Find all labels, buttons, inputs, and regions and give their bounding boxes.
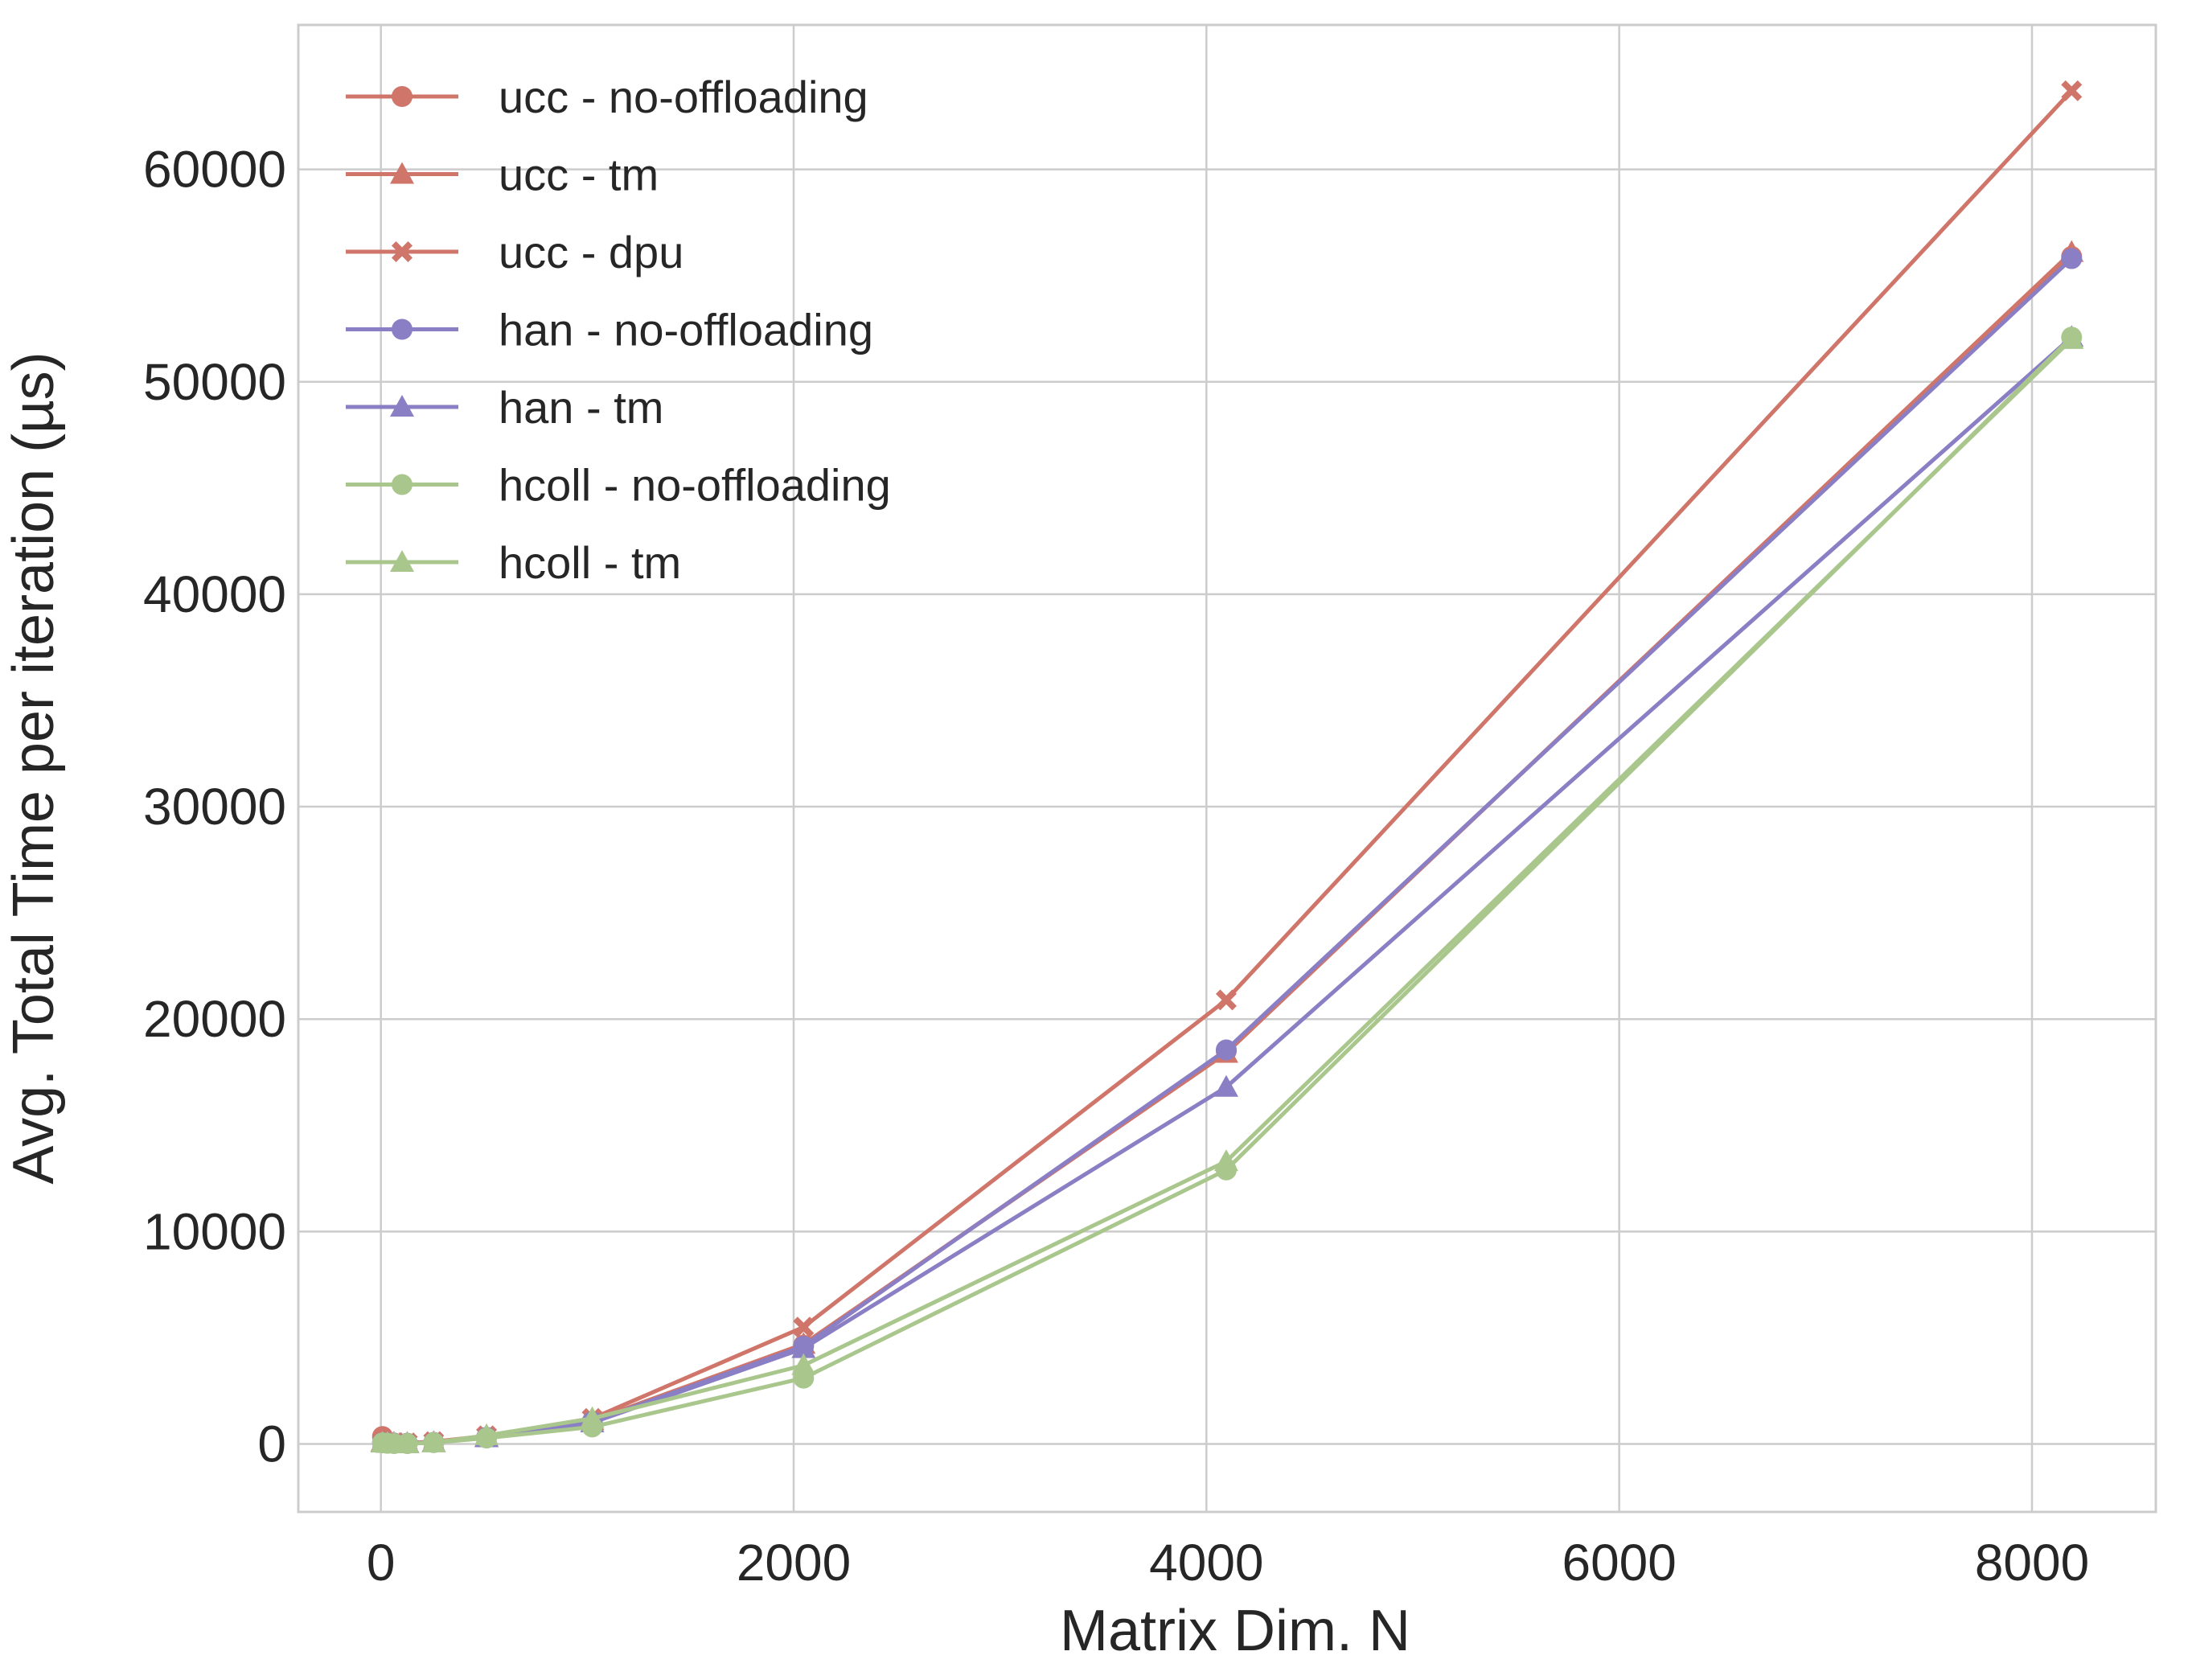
data-point <box>793 1316 815 1338</box>
series-layer <box>370 80 2084 1454</box>
legend-item: hcoll - tm <box>346 537 681 588</box>
y-tick-label: 30000 <box>143 778 286 836</box>
x-tick-label: 0 <box>367 1534 396 1592</box>
data-point <box>2059 327 2084 349</box>
legend-item: han - no-offloading <box>346 305 873 355</box>
y-tick-label: 60000 <box>143 141 286 199</box>
data-point <box>1213 1074 1238 1097</box>
legend-marker <box>392 86 413 107</box>
legend-item: ucc - no-offloading <box>346 72 868 122</box>
y-tick-label: 50000 <box>143 353 286 411</box>
plot-frame <box>297 23 2157 1514</box>
legend: ucc - no-offloading ucc - tm ucc - dpu han … <box>346 72 891 588</box>
data-point <box>395 1431 420 1453</box>
legend-label: hcoll - no-offloading <box>499 460 891 511</box>
legend-marker <box>392 318 413 340</box>
y-tick-label: 10000 <box>143 1202 286 1260</box>
x-tick-label: 8000 <box>1975 1534 2089 1592</box>
legend-item: han - tm <box>346 382 663 433</box>
x-tick-label: 6000 <box>1562 1534 1676 1592</box>
legend-label: ucc - dpu <box>499 227 683 277</box>
x-axis-title: Matrix Dim. N <box>1060 1599 1410 1663</box>
legend-marker <box>392 241 413 262</box>
data-point <box>791 1336 816 1358</box>
legend-marker <box>390 550 414 572</box>
y-tick-label: 40000 <box>143 565 286 623</box>
legend-marker <box>390 162 414 184</box>
legend-label: hcoll - tm <box>499 537 681 588</box>
legend-item: ucc - tm <box>346 150 659 200</box>
x-tick-labels: 0 2000 4000 6000 8000 <box>367 1534 2089 1592</box>
y-tick-label: 0 <box>257 1415 286 1473</box>
legend-label: ucc - no-offloading <box>499 72 868 122</box>
data-point <box>1213 1149 1238 1172</box>
data-point <box>791 1353 816 1375</box>
x-tick-label: 2000 <box>737 1534 851 1592</box>
legend-label: han - no-offloading <box>499 305 873 355</box>
plot-background <box>298 25 2156 1512</box>
data-point <box>2061 248 2083 269</box>
legend-item: ucc - dpu <box>346 227 683 277</box>
legend-item: hcoll - no-offloading <box>346 460 891 511</box>
legend-label: han - tm <box>499 382 663 433</box>
data-point <box>580 1406 605 1428</box>
data-point <box>1215 989 1237 1011</box>
data-point <box>421 1430 446 1452</box>
data-point <box>2061 80 2083 101</box>
y-tick-labels: 0 10000 20000 30000 40000 50000 60000 <box>143 141 286 1473</box>
y-tick-label: 20000 <box>143 990 286 1048</box>
legend-label: ucc - tm <box>499 150 659 200</box>
series-hcoll-tm <box>370 327 2084 1453</box>
y-axis-title: Avg. Total Time per iteration (µs) <box>2 351 66 1184</box>
legend-marker <box>390 395 414 417</box>
x-tick-label: 4000 <box>1149 1534 1263 1592</box>
legend-marker <box>392 474 413 495</box>
data-point <box>474 1423 499 1445</box>
grid-lines <box>298 25 2156 1512</box>
data-point <box>1215 1039 1237 1061</box>
